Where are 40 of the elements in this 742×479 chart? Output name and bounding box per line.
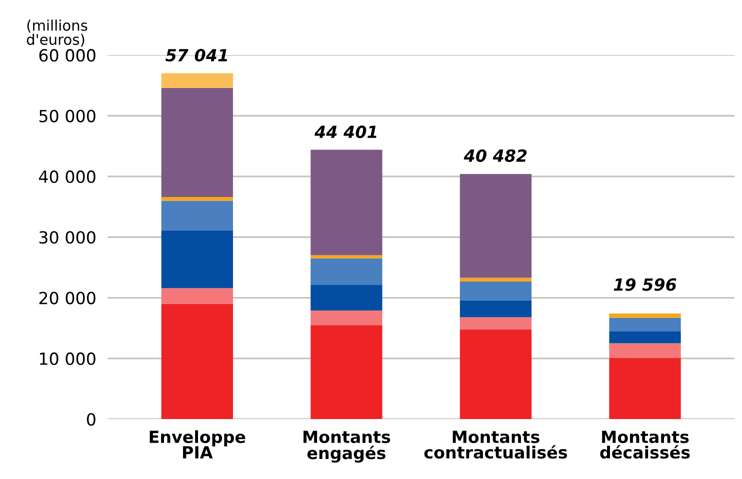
bar [310, 150, 382, 256]
y-tick-label: 10 000 [40, 352, 96, 366]
bar [161, 197, 233, 201]
y-tick-label: 30 000 [39, 231, 96, 244]
bar [161, 73, 233, 88]
y-tick-label: 0 [86, 413, 96, 426]
x-tick-label: Montants contractualisés [424, 430, 568, 459]
bar [161, 288, 233, 304]
x-tick-label: Montants engagés [304, 430, 390, 463]
x-tick-label: Enveloppe PIA [150, 430, 246, 458]
y-tick-label: 60 000 [39, 49, 96, 62]
bar [609, 318, 681, 332]
annotation: 19 596 [614, 278, 676, 291]
y-tick-label: 40 000 [38, 170, 96, 183]
bar [460, 174, 532, 278]
bar [161, 200, 233, 230]
y-axis-title: (millions d'euros) [26, 20, 88, 47]
y-tick-label: 20 000 [39, 292, 96, 304]
bar [460, 300, 532, 318]
bar [310, 255, 382, 258]
annotation: 57 041 [165, 48, 228, 62]
bar [460, 278, 532, 282]
bar [161, 88, 233, 198]
bar [460, 317, 532, 330]
bar [310, 285, 382, 311]
bar [310, 310, 382, 326]
bar [609, 331, 681, 344]
bar [310, 258, 382, 286]
bar [161, 304, 233, 420]
y-tick-label: 50 000 [39, 110, 96, 122]
bar [310, 325, 382, 420]
annotation: 44 401 [314, 126, 376, 138]
bar [460, 281, 532, 300]
annotation: 40 482 [464, 149, 527, 162]
bar [609, 358, 681, 420]
bar [609, 343, 681, 358]
bar [161, 230, 233, 288]
bar [609, 314, 681, 318]
bar [460, 329, 532, 420]
x-tick-label: Montants décaissés [600, 430, 690, 459]
